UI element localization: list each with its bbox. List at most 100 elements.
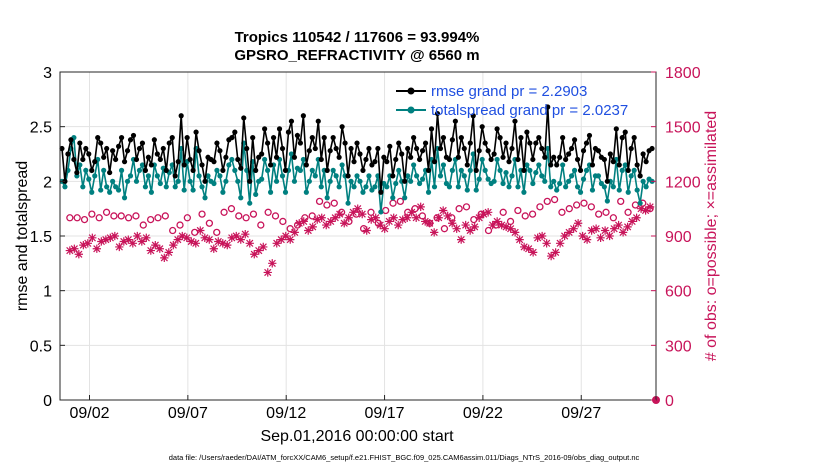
rmse-point [86,151,92,157]
rmse-point [381,154,387,160]
obs-assimilated-point [187,237,196,246]
obs-assimilated-point [250,250,259,259]
spread-point [133,178,140,184]
obs-possible-point [279,217,287,226]
rmse-point [494,126,500,132]
rmse-point [270,135,277,141]
rmse-point [396,140,402,146]
spread-point [390,195,396,201]
obs-assimilated-point [349,208,358,217]
obs-possible-point [117,212,125,220]
obs-assimilated-point [600,226,610,235]
obs-possible-point [66,214,74,222]
spread-point [265,167,271,173]
rmse-point [473,167,479,173]
rmse-point [393,156,399,163]
obs-possible-point [323,201,331,209]
spread-point [238,195,244,201]
spread-point [595,173,602,179]
rmse-point [488,156,494,163]
rmse-point [628,145,634,152]
spread-point [148,189,154,195]
obs-assimilated-point [317,213,326,222]
spread-point [229,156,235,163]
obs-assimilated-point [578,231,587,241]
right-tick-label: 600 [665,284,692,301]
obs-possible-point [558,208,566,216]
rmse-point [232,129,238,135]
spread-point [476,176,482,182]
obs-assimilated-point [367,215,376,224]
rmse-point [318,156,324,163]
spread-point [217,173,223,179]
spread-point [405,173,411,179]
rmse-point [65,151,71,157]
spread-point [533,169,539,176]
spread-point [580,176,587,182]
spread-point [205,173,211,179]
obs-assimilated-point [124,235,133,244]
spread-point [279,173,286,179]
right-tick-label: 1200 [665,174,701,191]
obs-assimilated-point [146,246,155,255]
spread-point [566,178,572,184]
obs-possible-point [572,201,581,209]
rmse-point [115,143,122,149]
rmse-point [294,132,301,139]
legend-rmse-marker [407,87,415,95]
spread-point [461,173,467,179]
rmse-point [238,165,244,171]
obs-assimilated-point [88,233,97,242]
rmse-point [229,135,235,141]
rmse-point [199,162,205,168]
spread-point [577,189,584,195]
rmse-point [405,145,411,152]
obs-assimilated-point [493,217,502,226]
rmse-point [303,162,309,168]
obs-assimilated-point [313,215,322,224]
spread-point [363,184,369,190]
obs-assimilated-point [92,244,101,253]
spread-point [449,167,455,173]
rmse-point [589,162,596,168]
obs-possible-point [514,206,522,215]
rmse-point [336,154,342,160]
rmse-point [282,167,289,173]
obs-possible-point [565,205,573,213]
obs-assimilated-point [416,202,425,212]
obs-possible-point [205,219,214,227]
obs-possible-point [609,214,618,222]
obs-assimilated-point [241,230,250,239]
obs-assimilated-point [263,268,272,277]
obs-assimilated-point [425,219,434,228]
rmse-point [95,135,101,141]
rmse-point [577,167,584,173]
rmse-point [342,140,348,146]
spread-point [175,178,181,184]
spread-point [458,167,464,173]
rmse-point [98,140,104,146]
spread-point [551,178,557,184]
spread-point [402,195,408,201]
obs-assimilated-point [434,213,443,222]
obs-assimilated-point [182,233,191,242]
obs-assimilated-point [546,251,556,261]
obs-assimilated-point [430,228,439,237]
rmse-point [89,167,95,173]
rmse-point [491,151,497,157]
spread-point [211,180,217,187]
spread-point [515,184,521,190]
rmse-point [211,159,217,165]
rmse-point [172,173,178,179]
rmse-point [431,159,438,165]
spread-point [253,191,259,198]
rmse-point [640,151,646,157]
y-axis-label-left: rmse and totalspread [14,161,31,311]
spread-point [637,200,643,206]
obs-assimilated-point [609,224,619,233]
spread-point [616,187,622,193]
rmse-point [121,159,128,165]
rmse-point [622,129,628,135]
left-axis: 0 0.5 1 1.5 2 2.5 3 [30,65,65,410]
rmse-point [419,148,426,154]
